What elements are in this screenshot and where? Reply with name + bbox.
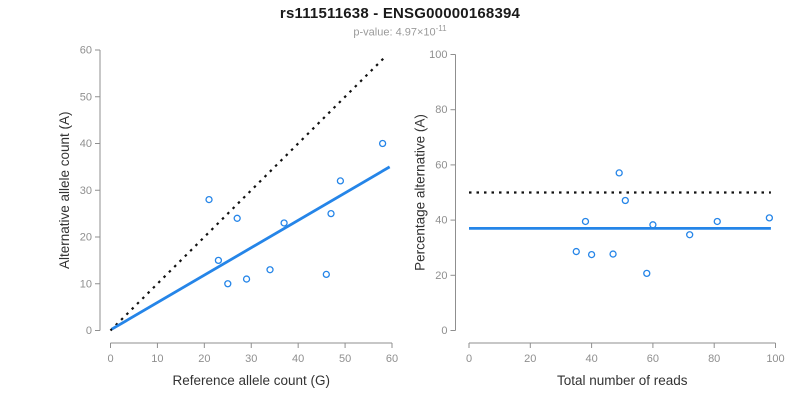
y-tick-label: 60	[435, 159, 447, 171]
x-tick-label: 50	[339, 353, 351, 365]
data-point	[587, 250, 596, 259]
data-point	[686, 231, 694, 239]
p-value-exponent: -11	[435, 24, 447, 33]
y-tick-label: 30	[80, 185, 92, 197]
y-tick-label: 0	[86, 325, 92, 337]
x-axis-title: Reference allele count (G)	[172, 373, 330, 388]
data-point	[224, 280, 232, 288]
data-point	[615, 169, 623, 177]
data-point	[266, 266, 274, 274]
data-point	[205, 195, 213, 204]
y-tick-label: 60	[80, 45, 92, 57]
x-tick-label: 0	[466, 353, 472, 365]
data-point	[643, 269, 651, 278]
p-value-text: p-value: 4.97×10	[353, 26, 436, 39]
x-tick-label: 0	[107, 353, 113, 365]
data-point	[581, 217, 590, 226]
left-plot: 0 10 20 30 40 50 60 0 10 20 30 40 50 60 Reference alle…	[57, 45, 398, 389]
x-tick-label: 20	[524, 353, 536, 365]
y-tick-label: 50	[80, 91, 92, 103]
x-axis-title: Total number of reads	[557, 373, 688, 388]
y-tick-label: 40	[80, 138, 92, 150]
data-point	[378, 139, 387, 148]
data-point	[242, 275, 251, 283]
data-point	[336, 177, 345, 185]
data-point	[327, 209, 335, 218]
x-tick-label: 60	[386, 353, 398, 365]
y-tick-label: 0	[441, 325, 447, 337]
plot-title: rs111511638 - ENSG00000168394	[279, 5, 521, 22]
y-tick-label: 40	[435, 215, 447, 227]
data-point	[713, 217, 721, 226]
x-tick-label: 80	[708, 353, 720, 365]
data-point	[765, 214, 774, 222]
x-tick-label: 20	[198, 353, 210, 365]
data-point	[280, 219, 288, 227]
x-tick-label: 60	[647, 353, 659, 365]
y-tick-label: 20	[80, 232, 92, 244]
y-tick-label: 20	[435, 270, 447, 282]
data-point	[214, 256, 223, 265]
data-point	[322, 270, 330, 279]
x-tick-label: 30	[245, 353, 257, 365]
fit-line	[111, 165, 391, 331]
x-tick-label: 10	[151, 353, 163, 365]
y-tick-label: 80	[435, 104, 447, 116]
data-point	[609, 250, 617, 258]
data-point	[649, 221, 657, 229]
data-point	[572, 247, 580, 256]
identity-line	[109, 54, 388, 332]
data-point	[621, 196, 629, 205]
y-tick-label: 100	[429, 49, 447, 61]
plot-subtitle: p-value: 4.97×10-11	[0, 24, 800, 39]
right-plot: 0 20 40 60 80 100 0 20 40 60 80 100 Total number of …	[413, 49, 785, 388]
y-tick-label: 10	[80, 278, 92, 290]
x-tick-label: 40	[585, 353, 597, 365]
y-axis-title: Percentage alternative (A)	[413, 114, 428, 271]
y-axis-title: Alternative allele count (A)	[57, 111, 72, 269]
x-tick-label: 100	[766, 353, 784, 365]
data-point	[233, 214, 241, 222]
x-tick-label: 40	[292, 353, 304, 365]
